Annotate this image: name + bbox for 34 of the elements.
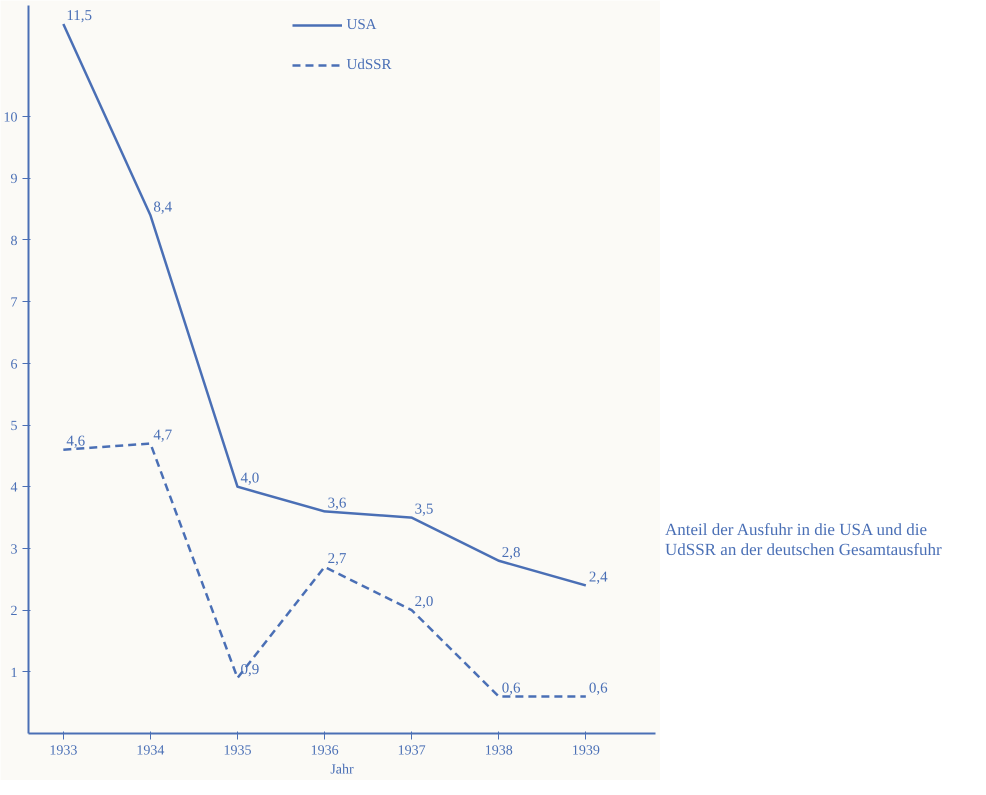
- x-axis-title: Jahr: [330, 762, 354, 778]
- data-label: 3,5: [414, 502, 434, 518]
- data-label: 8,4: [153, 199, 173, 216]
- x-tick-label: 1939: [572, 744, 600, 758]
- data-label: 2,8: [502, 544, 520, 561]
- y-tick-label: 7: [10, 296, 18, 311]
- data-label: 11,5: [66, 8, 92, 24]
- text: Anteil der Ausfuhr in die USA und die UdSSR an der deutschen Gesamtausfuhr: [665, 520, 943, 561]
- y-tick-label: 3: [10, 542, 18, 558]
- y-tick-label: 9: [10, 172, 18, 188]
- x-tick-label: 1935: [224, 744, 252, 758]
- data-label: 4,0: [240, 470, 260, 487]
- x-tick-label: 1934: [136, 744, 164, 758]
- y-tick-label: 5: [10, 419, 18, 434]
- legend-label: UdSSR: [346, 56, 392, 74]
- data-label: 0,6: [502, 680, 521, 696]
- data-label: 4,6: [66, 434, 86, 450]
- x-tick-label: 1938: [484, 744, 513, 758]
- data-label: 4,7: [153, 428, 173, 444]
- data-label: 0,6: [588, 680, 608, 696]
- x-tick-label: 1936: [310, 744, 339, 758]
- legend-label: USA: [346, 16, 376, 34]
- y-tick-label: 2: [10, 604, 18, 620]
- x-tick-label: 1937: [398, 744, 426, 758]
- data-label: 2,4: [588, 569, 608, 586]
- y-tick-label: 4: [10, 480, 18, 496]
- data-label: 3,6: [328, 495, 347, 512]
- y-tick-label: 1: [10, 666, 18, 681]
- data-label: 2,7: [328, 550, 347, 567]
- y-tick-label: 8: [10, 234, 18, 249]
- data-label: 2,0: [414, 594, 434, 610]
- x-tick-label: 1933: [49, 744, 78, 758]
- y-tick-label: 10: [4, 110, 18, 126]
- y-tick-label: 6: [10, 357, 18, 372]
